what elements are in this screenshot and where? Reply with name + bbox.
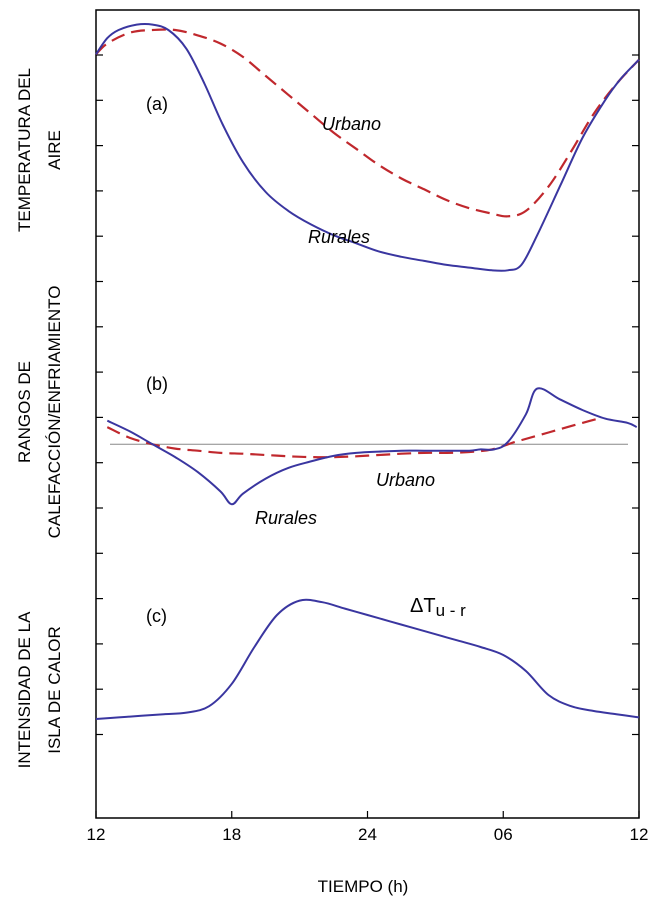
- x-tick-label: 18: [222, 825, 241, 844]
- panel-c-delta-label: ΔTu - r: [410, 595, 466, 620]
- panel-b-urbano-line: [106, 417, 599, 459]
- panel-a-rurales-label: Rurales: [308, 227, 370, 247]
- delta-symbol: Δ: [410, 595, 423, 617]
- panel-a-urbano-line: [95, 28, 640, 218]
- panel-b-urbano-label: Urbano: [376, 470, 435, 490]
- x-tick-label: 12: [630, 825, 649, 844]
- panel-c-ylabel-line1: INTENSIDAD DE LA: [15, 611, 34, 768]
- panel-c-label: (c): [146, 606, 167, 626]
- panel-a-ylabel-line1: TEMPERATURA DEL: [15, 68, 34, 232]
- panel-b-rurales-line: [106, 387, 638, 506]
- panel-b-label: (b): [146, 374, 168, 394]
- delta-subscript: u - r: [436, 601, 467, 620]
- y-ticks: [96, 54, 639, 736]
- panel-a-label: (a): [146, 94, 168, 114]
- series-layer: [95, 22, 640, 720]
- delta-main: T: [423, 595, 435, 617]
- x-tick-label: 24: [358, 825, 377, 844]
- panel-a-ylabel: TEMPERATURA DEL AIRE: [15, 68, 64, 232]
- x-tick-label: 12: [87, 825, 106, 844]
- panel-a-ylabel-line2: AIRE: [45, 130, 64, 170]
- x-axis-title: TIEMPO (h): [318, 877, 409, 896]
- panel-a-urbano-label: Urbano: [322, 114, 381, 134]
- panel-b-ylabel-line1: RANGOS DE: [15, 361, 34, 463]
- panel-c-ylabel: INTENSIDAD DE LA ISLA DE CALOR: [15, 611, 64, 768]
- panel-a-rurales-line: [95, 22, 640, 272]
- panel-c-ylabel-line2: ISLA DE CALOR: [45, 626, 64, 754]
- panel-b-rurales-label: Rurales: [255, 508, 317, 528]
- panel-b-ylabel-line2: CALEFACCIÓN/ENFRIAMIENTO: [45, 286, 64, 539]
- x-ticks: 12 18 24 06 12: [87, 811, 649, 844]
- x-tick-label: 06: [494, 825, 513, 844]
- panel-b-ylabel: RANGOS DE CALEFACCIÓN/ENFRIAMIENTO: [15, 286, 64, 539]
- panel-c-delta-t-line: [95, 598, 640, 720]
